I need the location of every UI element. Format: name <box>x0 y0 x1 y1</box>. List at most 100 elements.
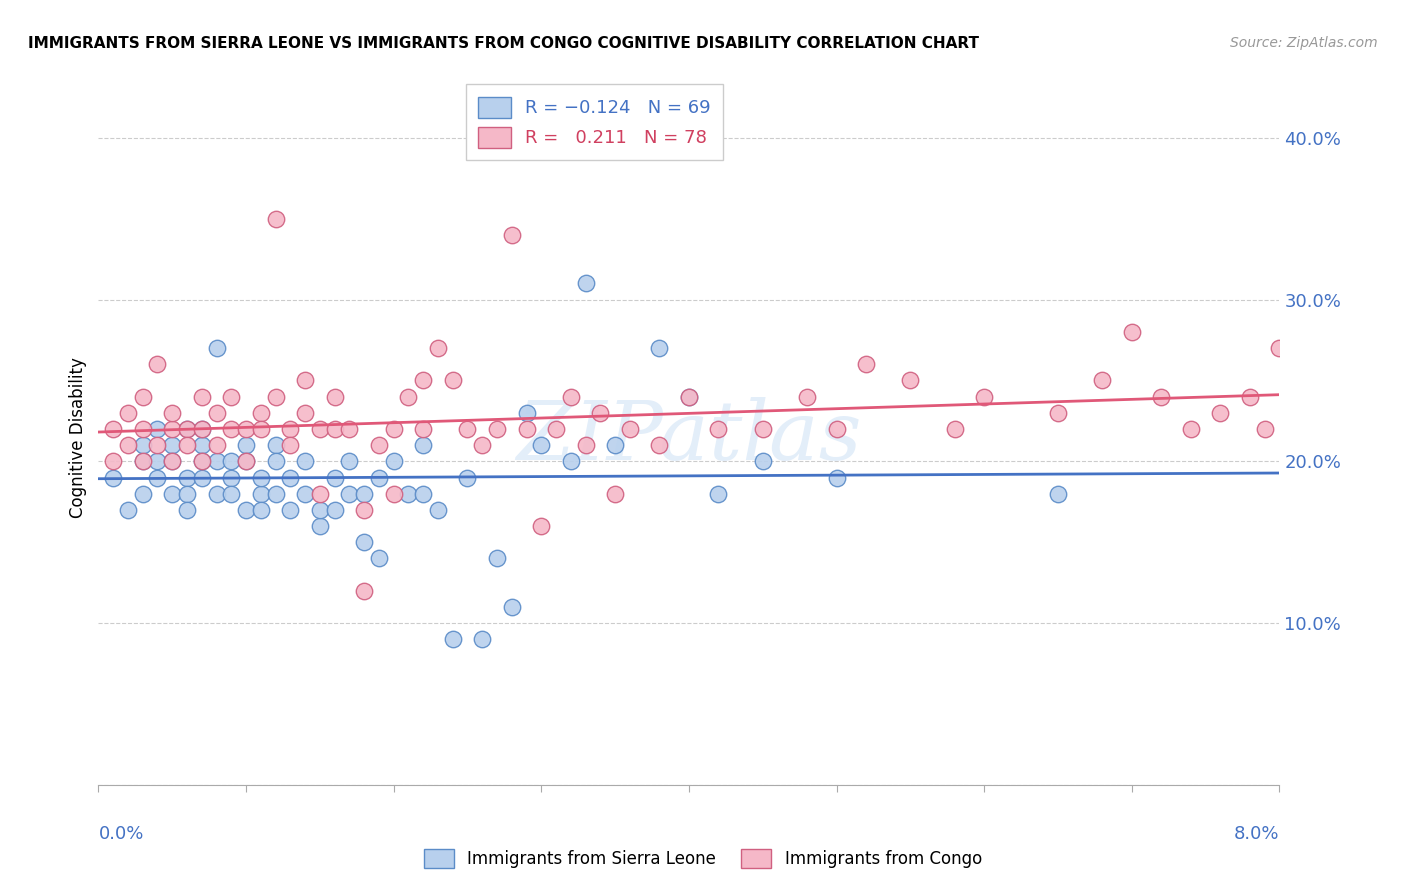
Point <box>250 470 273 484</box>
Point <box>648 341 671 355</box>
Point <box>176 503 198 517</box>
Point <box>796 390 818 404</box>
Point <box>191 438 214 452</box>
Point <box>162 438 183 452</box>
Point <box>412 422 434 436</box>
Point <box>176 486 198 500</box>
Point <box>339 454 361 468</box>
Point <box>250 422 273 436</box>
Point <box>264 486 287 500</box>
Point <box>176 422 198 436</box>
Point <box>132 486 155 500</box>
Point <box>412 374 434 388</box>
Point <box>353 486 375 500</box>
Point <box>441 632 464 647</box>
Point <box>707 422 730 436</box>
Point <box>427 503 450 517</box>
Point <box>441 374 464 388</box>
Point <box>323 390 346 404</box>
Point <box>103 422 125 436</box>
Point <box>162 454 183 468</box>
Point <box>205 454 228 468</box>
Point <box>943 422 966 436</box>
Point <box>678 390 700 404</box>
Point <box>605 438 627 452</box>
Point <box>235 422 257 436</box>
Point <box>191 422 214 436</box>
Text: IMMIGRANTS FROM SIERRA LEONE VS IMMIGRANTS FROM CONGO COGNITIVE DISABILITY CORRE: IMMIGRANTS FROM SIERRA LEONE VS IMMIGRAN… <box>28 36 979 51</box>
Text: ZIPatlas: ZIPatlas <box>516 397 862 477</box>
Point <box>707 486 730 500</box>
Point <box>546 422 568 436</box>
Point <box>264 454 287 468</box>
Point <box>264 211 287 226</box>
Point <box>368 551 391 566</box>
Point <box>589 406 612 420</box>
Text: 8.0%: 8.0% <box>1234 825 1279 844</box>
Point <box>235 454 257 468</box>
Point <box>368 470 391 484</box>
Point <box>162 454 183 468</box>
Point <box>516 406 538 420</box>
Point <box>250 486 273 500</box>
Point <box>235 438 257 452</box>
Point <box>368 438 391 452</box>
Point <box>1150 390 1173 404</box>
Y-axis label: Cognitive Disability: Cognitive Disability <box>69 357 87 517</box>
Point <box>132 454 155 468</box>
Point <box>752 422 775 436</box>
Point <box>353 535 375 549</box>
Point <box>323 503 346 517</box>
Point <box>900 374 922 388</box>
Legend: Immigrants from Sierra Leone, Immigrants from Congo: Immigrants from Sierra Leone, Immigrants… <box>418 842 988 875</box>
Point <box>146 438 169 452</box>
Point <box>221 486 243 500</box>
Point <box>205 486 228 500</box>
Point <box>280 470 302 484</box>
Point <box>146 470 169 484</box>
Point <box>560 454 582 468</box>
Point <box>235 454 257 468</box>
Point <box>221 390 243 404</box>
Point <box>221 422 243 436</box>
Point <box>1180 422 1202 436</box>
Point <box>250 406 273 420</box>
Point <box>191 470 214 484</box>
Point <box>471 632 494 647</box>
Point <box>457 422 479 436</box>
Point <box>294 374 316 388</box>
Point <box>825 422 848 436</box>
Point <box>1239 390 1261 404</box>
Point <box>575 277 598 291</box>
Point <box>398 486 420 500</box>
Point <box>1268 341 1291 355</box>
Point <box>1046 406 1070 420</box>
Point <box>264 438 287 452</box>
Point <box>1046 486 1070 500</box>
Point <box>855 357 877 371</box>
Point <box>398 390 420 404</box>
Point <box>353 583 375 598</box>
Point <box>323 422 346 436</box>
Point <box>280 422 302 436</box>
Point <box>117 438 139 452</box>
Point <box>250 503 273 517</box>
Point <box>323 470 346 484</box>
Point <box>191 390 214 404</box>
Point <box>205 341 228 355</box>
Point <box>973 390 995 404</box>
Point <box>575 438 598 452</box>
Point <box>353 503 375 517</box>
Point <box>294 454 316 468</box>
Point <box>619 422 641 436</box>
Point <box>605 486 627 500</box>
Point <box>146 357 169 371</box>
Point <box>205 406 228 420</box>
Point <box>221 470 243 484</box>
Point <box>516 422 538 436</box>
Point <box>825 470 848 484</box>
Point <box>132 390 155 404</box>
Point <box>1209 406 1232 420</box>
Point <box>264 390 287 404</box>
Point <box>486 422 509 436</box>
